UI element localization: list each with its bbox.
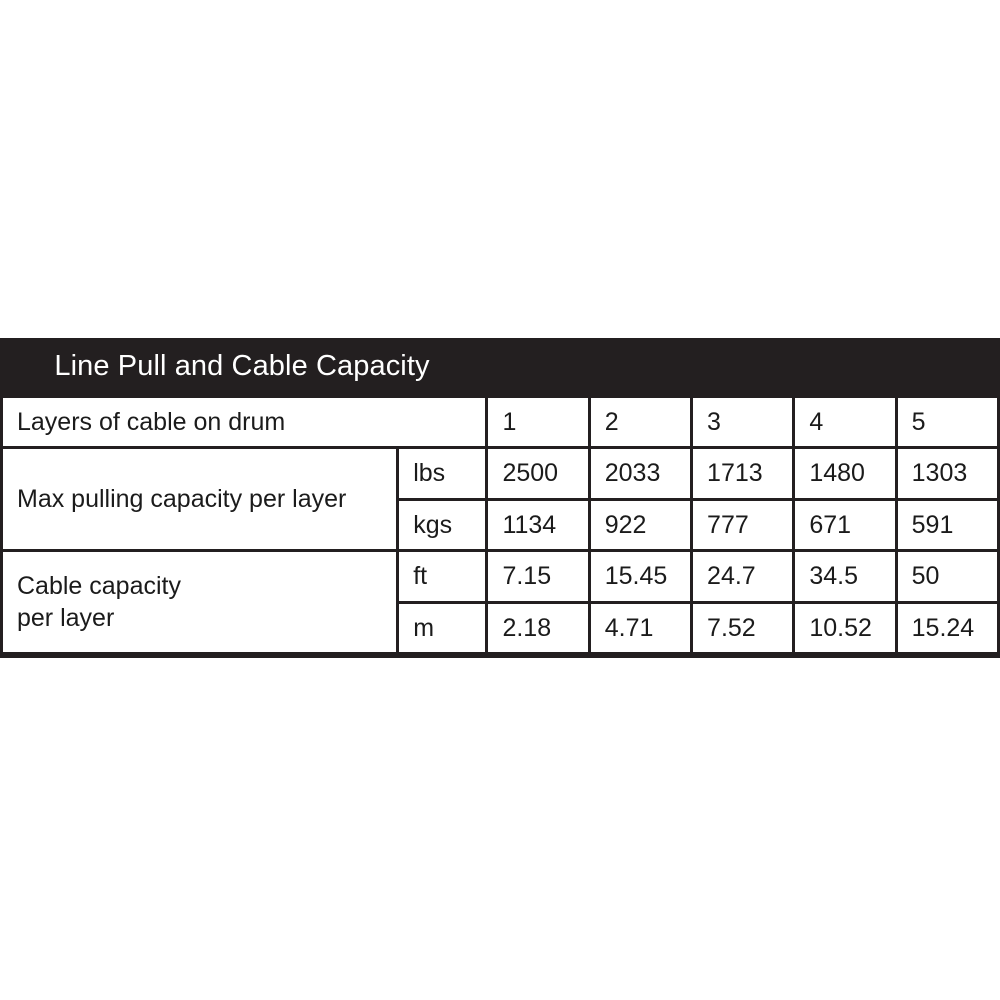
unit-label-ft: ft <box>399 552 486 601</box>
line-pull-cable-capacity-table: Line Pull and Cable Capacity Layers of c… <box>0 338 1000 658</box>
table-row: Cable capacity per layer ft 7.15 15.45 2… <box>3 552 997 652</box>
unit-label-lbs: lbs <box>399 449 486 498</box>
table-row: kgs 1134 922 777 671 591 <box>3 500 997 549</box>
column-header-1: 1 <box>488 398 588 446</box>
spec-grid: Layers of cable on drum 1 2 3 4 5 Max pu… <box>0 395 1000 655</box>
page-title: Line Pull and Cable Capacity <box>54 350 430 382</box>
column-header-3: 3 <box>693 398 793 446</box>
value-lbs-layer-5: 1303 <box>897 449 997 498</box>
column-header-2: 2 <box>590 398 691 446</box>
value-ft-layer-3: 24.7 <box>693 552 793 601</box>
unit-label-kgs: kgs <box>399 500 486 549</box>
value-kgs-layer-2: 922 <box>590 500 691 549</box>
column-header-4: 4 <box>795 398 895 446</box>
value-ft-layer-4: 34.5 <box>795 552 895 601</box>
unit-label-m: m <box>399 603 486 652</box>
value-lbs-layer-1: 2500 <box>488 449 588 498</box>
value-m-layer-1: 2.18 <box>488 603 588 652</box>
value-ft-layer-2: 15.45 <box>590 552 691 601</box>
value-kgs-layer-4: 671 <box>795 500 895 549</box>
value-ft-layer-1: 7.15 <box>488 552 588 601</box>
value-m-layer-3: 7.52 <box>693 603 793 652</box>
section-label-max-pulling-capacity: Max pulling capacity per layer <box>3 449 397 549</box>
value-kgs-layer-1: 1134 <box>488 500 588 549</box>
header-row-label: Layers of cable on drum <box>3 398 486 446</box>
value-m-layer-5: 15.24 <box>897 603 997 652</box>
section-label-cable-capacity: Cable capacity per layer <box>3 552 397 652</box>
table-title-band: Line Pull and Cable Capacity <box>0 338 1000 395</box>
value-m-layer-4: 10.52 <box>795 603 895 652</box>
value-m-layer-2: 4.71 <box>590 603 691 652</box>
value-lbs-layer-4: 1480 <box>795 449 895 498</box>
value-lbs-layer-3: 1713 <box>693 449 793 498</box>
table-row-header: Layers of cable on drum 1 2 3 4 5 <box>3 398 997 446</box>
value-lbs-layer-2: 2033 <box>590 449 691 498</box>
value-ft-layer-5: 50 <box>897 552 997 601</box>
table-row: m 2.18 4.71 7.52 10.52 15.24 <box>3 603 997 652</box>
column-header-5: 5 <box>897 398 997 446</box>
value-kgs-layer-3: 777 <box>693 500 793 549</box>
table-row: Max pulling capacity per layer lbs 2500 … <box>3 449 997 549</box>
value-kgs-layer-5: 591 <box>897 500 997 549</box>
